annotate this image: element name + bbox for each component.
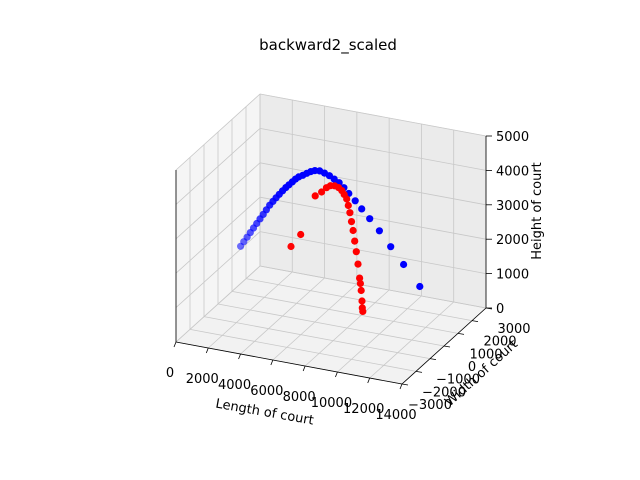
z-tick-label: 5000 — [496, 130, 529, 145]
y-tick-label: 3000 — [497, 322, 530, 337]
data-point — [318, 188, 326, 196]
data-point — [344, 201, 352, 210]
x-axis-line — [175, 341, 403, 385]
y-tick-label: −3000 — [408, 398, 452, 413]
data-point — [400, 260, 408, 269]
x-tick — [270, 359, 274, 366]
data-point — [366, 215, 374, 223]
y-tick-label: −1000 — [436, 373, 480, 388]
data-point — [349, 226, 357, 235]
y-tick-label: 0 — [468, 360, 476, 375]
data-point — [354, 260, 362, 268]
x-tick-label: 14000 — [375, 408, 416, 423]
y-tick — [415, 370, 423, 373]
y-grid-floor — [203, 316, 431, 360]
y-tick-label: 1000 — [469, 347, 502, 362]
z-grid-side — [175, 196, 261, 274]
y-tick — [471, 320, 479, 323]
y-tick-label: 2000 — [483, 335, 516, 350]
x-tick-label: 8000 — [283, 390, 316, 405]
z-grid-back — [259, 162, 487, 206]
data-point — [346, 209, 354, 217]
data-points — [237, 167, 424, 315]
z-tick-label: 4000 — [496, 164, 529, 179]
x-tick — [399, 383, 403, 390]
y-grid-floor — [231, 290, 459, 334]
data-point — [387, 243, 395, 251]
data-point — [359, 307, 367, 315]
data-point — [343, 195, 351, 203]
y-tick — [401, 383, 409, 386]
x-tick-label: 2000 — [186, 372, 219, 387]
data-point — [357, 286, 365, 295]
z-axis-label: Height of court — [530, 162, 545, 260]
y-tick — [457, 332, 465, 335]
data-point — [297, 230, 305, 239]
z-grid-back — [259, 93, 487, 137]
z-grid-side — [175, 265, 261, 343]
z-grid-back — [259, 231, 487, 274]
z-tick-label: 1000 — [496, 268, 529, 283]
tick-marks — [173, 135, 493, 390]
grid-lines — [175, 93, 487, 385]
y-grid-floor — [217, 303, 445, 347]
z-grid-side — [175, 128, 261, 205]
x-tick-label: 12000 — [343, 402, 384, 417]
y-tick-label: −2000 — [422, 385, 466, 400]
x-tick-label: 0 — [166, 366, 174, 381]
data-point — [358, 205, 366, 213]
z-grid-back — [259, 265, 487, 309]
x-tick — [335, 371, 338, 378]
z-grid-back — [259, 128, 487, 171]
y-tick — [429, 358, 437, 361]
data-point — [351, 197, 359, 205]
tick-labels: 0 2000 4000 6000 8000100001200014000−3000−20… — [166, 130, 531, 423]
data-point — [375, 227, 383, 235]
x-tick — [367, 377, 371, 384]
z-grid-side — [175, 93, 261, 171]
z-tick-label: 2000 — [496, 233, 529, 248]
x-tick — [302, 365, 306, 372]
z-tick-label: 3000 — [496, 199, 529, 214]
data-point — [358, 297, 366, 305]
data-point — [352, 248, 360, 256]
x-tick — [173, 341, 177, 348]
z-tick-label: 0 — [496, 302, 504, 317]
data-point — [347, 218, 356, 226]
chart-title: backward2_scaled — [259, 36, 397, 55]
data-point — [351, 237, 359, 245]
x-tick-label: 10000 — [311, 396, 352, 411]
data-point — [356, 279, 364, 288]
x-tick — [238, 353, 241, 360]
x-tick-label: 6000 — [250, 384, 283, 399]
data-point — [356, 274, 364, 282]
z-grid-side — [175, 162, 261, 240]
data-point — [311, 192, 319, 200]
x-tick — [205, 347, 209, 354]
y-grid-floor — [189, 328, 417, 372]
y-tick — [443, 345, 451, 348]
data-point — [416, 282, 424, 291]
x-tick-label: 4000 — [218, 378, 251, 393]
data-point — [287, 242, 295, 251]
